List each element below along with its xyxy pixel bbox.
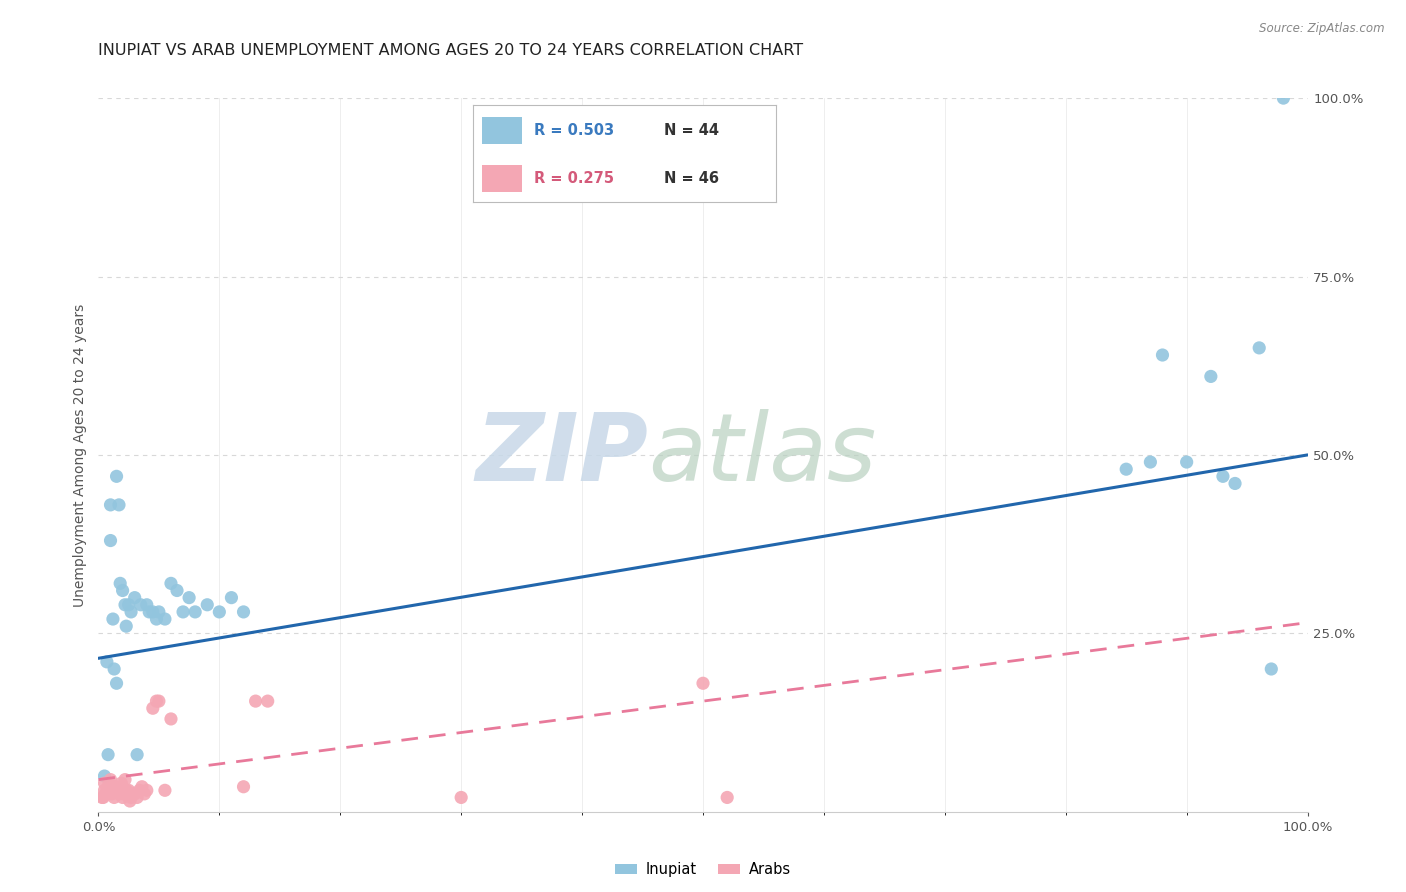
Point — [256, 694, 278, 708]
Point — [101, 780, 124, 794]
Point — [91, 790, 114, 805]
Y-axis label: Unemployment Among Ages 20 to 24 years: Unemployment Among Ages 20 to 24 years — [73, 303, 87, 607]
Point — [716, 790, 738, 805]
Point — [232, 780, 254, 794]
Point — [105, 676, 128, 690]
Point — [184, 605, 207, 619]
Point — [135, 783, 157, 797]
Text: atlas: atlas — [648, 409, 877, 500]
Point — [1249, 341, 1271, 355]
Point — [105, 780, 128, 794]
Point — [93, 769, 115, 783]
Point — [114, 598, 136, 612]
Point — [108, 783, 131, 797]
Point — [148, 694, 170, 708]
Point — [692, 676, 714, 690]
Point — [96, 655, 118, 669]
Point — [208, 605, 231, 619]
Point — [153, 783, 176, 797]
Point — [145, 612, 167, 626]
Point — [108, 576, 131, 591]
Point — [118, 783, 141, 797]
Point — [111, 790, 134, 805]
Point — [172, 605, 194, 619]
Point — [104, 785, 127, 799]
Point — [160, 712, 183, 726]
Point — [100, 787, 122, 801]
Point — [1139, 455, 1161, 469]
Point — [91, 790, 114, 805]
Point — [160, 576, 183, 591]
Point — [127, 747, 149, 762]
Point — [129, 598, 152, 612]
Point — [1260, 662, 1282, 676]
Point — [101, 612, 124, 626]
Text: Source: ZipAtlas.com: Source: ZipAtlas.com — [1260, 22, 1385, 36]
Point — [120, 605, 142, 619]
Point — [1115, 462, 1137, 476]
Point — [110, 776, 132, 790]
Point — [105, 469, 128, 483]
Point — [1223, 476, 1246, 491]
Point — [100, 772, 122, 787]
Point — [112, 787, 135, 801]
Point — [108, 787, 131, 801]
Point — [97, 747, 120, 762]
Point — [100, 498, 122, 512]
Point — [1175, 455, 1198, 469]
Point — [111, 583, 134, 598]
Point — [97, 780, 120, 794]
Text: INUPIAT VS ARAB UNEMPLOYMENT AMONG AGES 20 TO 24 YEARS CORRELATION CHART: INUPIAT VS ARAB UNEMPLOYMENT AMONG AGES … — [98, 43, 804, 58]
Point — [94, 787, 117, 801]
Point — [98, 776, 121, 790]
Point — [232, 605, 254, 619]
Point — [138, 605, 160, 619]
Point — [1212, 469, 1234, 483]
Point — [115, 783, 138, 797]
Point — [127, 790, 149, 805]
Point — [134, 787, 156, 801]
Point — [96, 783, 118, 797]
Point — [166, 583, 188, 598]
Point — [103, 790, 125, 805]
Point — [118, 598, 141, 612]
Point — [108, 498, 131, 512]
Point — [121, 787, 143, 801]
Text: ZIP: ZIP — [475, 409, 648, 501]
Point — [118, 794, 141, 808]
Point — [145, 694, 167, 708]
Point — [142, 605, 165, 619]
Point — [100, 783, 122, 797]
Point — [1199, 369, 1222, 384]
Point — [93, 783, 115, 797]
Point — [1272, 91, 1295, 105]
Point — [245, 694, 267, 708]
Point — [114, 772, 136, 787]
Point — [221, 591, 243, 605]
Point — [117, 787, 139, 801]
Point — [142, 701, 165, 715]
Point — [179, 591, 201, 605]
Point — [1152, 348, 1174, 362]
Point — [128, 783, 150, 797]
Legend: Inupiat, Arabs: Inupiat, Arabs — [609, 856, 797, 883]
Point — [124, 591, 146, 605]
Point — [93, 776, 115, 790]
Point — [100, 533, 122, 548]
Point — [131, 780, 153, 794]
Point — [115, 619, 138, 633]
Point — [103, 783, 125, 797]
Point — [124, 787, 146, 801]
Point — [103, 662, 125, 676]
Point — [450, 790, 472, 805]
Point — [153, 612, 176, 626]
Point — [107, 783, 129, 797]
Point — [120, 790, 142, 805]
Point — [135, 598, 157, 612]
Point — [195, 598, 218, 612]
Point — [148, 605, 170, 619]
